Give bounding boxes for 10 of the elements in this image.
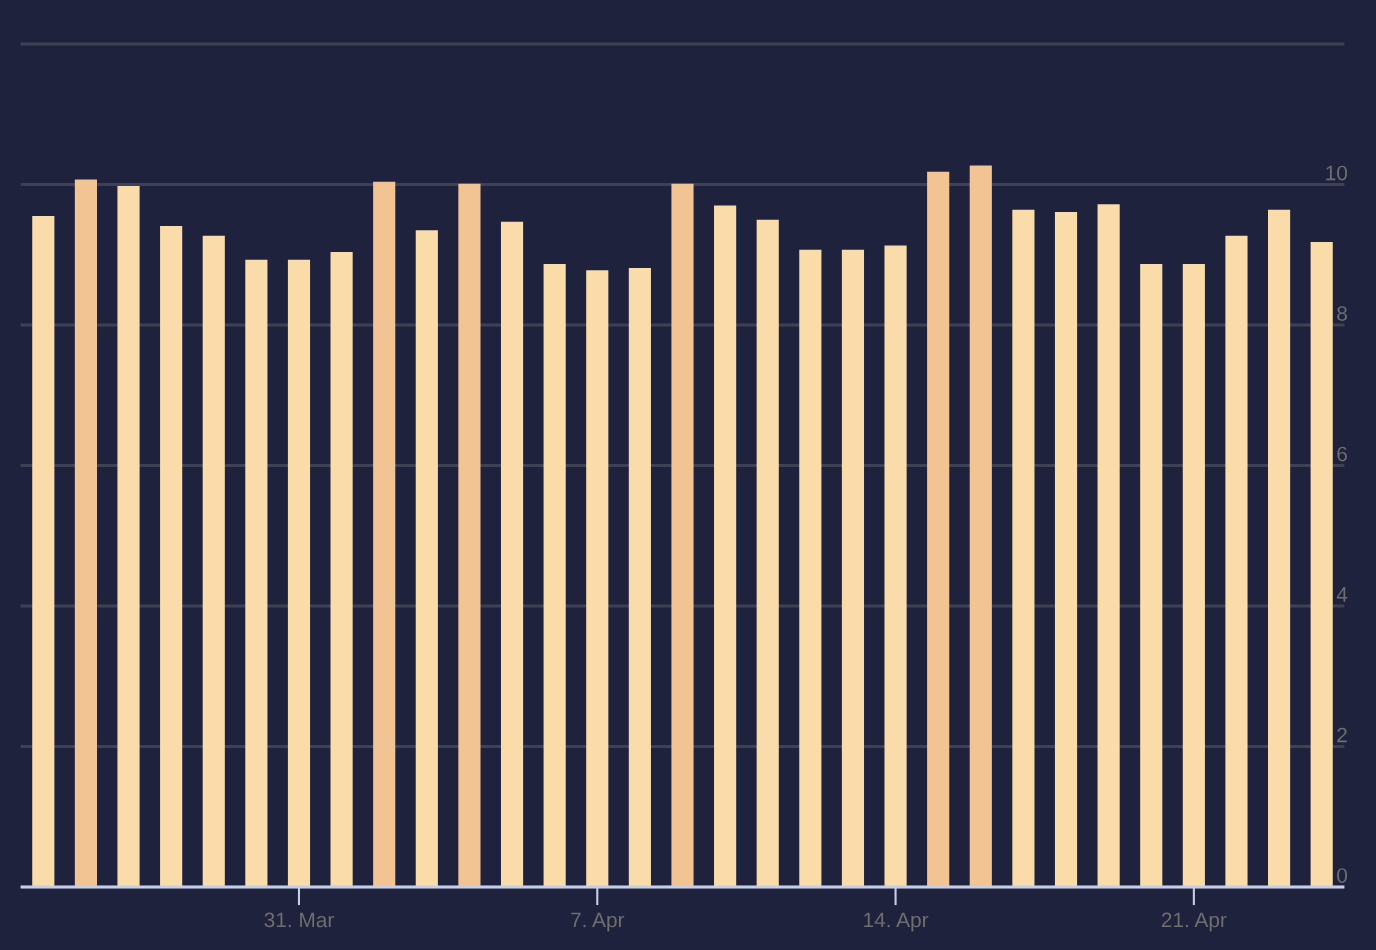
y-tick-label: 2 bbox=[1337, 727, 1347, 743]
x-tick-label: 31. Mar bbox=[264, 912, 334, 928]
y-tick-label: 10 bbox=[1326, 165, 1348, 181]
y-tick-label: 4 bbox=[1336, 587, 1348, 602]
x-tick-label: 14. Apr bbox=[864, 912, 929, 932]
y-tick-label: 0 bbox=[1337, 868, 1348, 883]
y-tick-label: 6 bbox=[1337, 446, 1347, 462]
x-tick-label: 7. Apr bbox=[571, 912, 625, 932]
y-tick-label: 8 bbox=[1337, 306, 1347, 321]
x-tick-label: 21. Apr bbox=[1161, 912, 1227, 932]
